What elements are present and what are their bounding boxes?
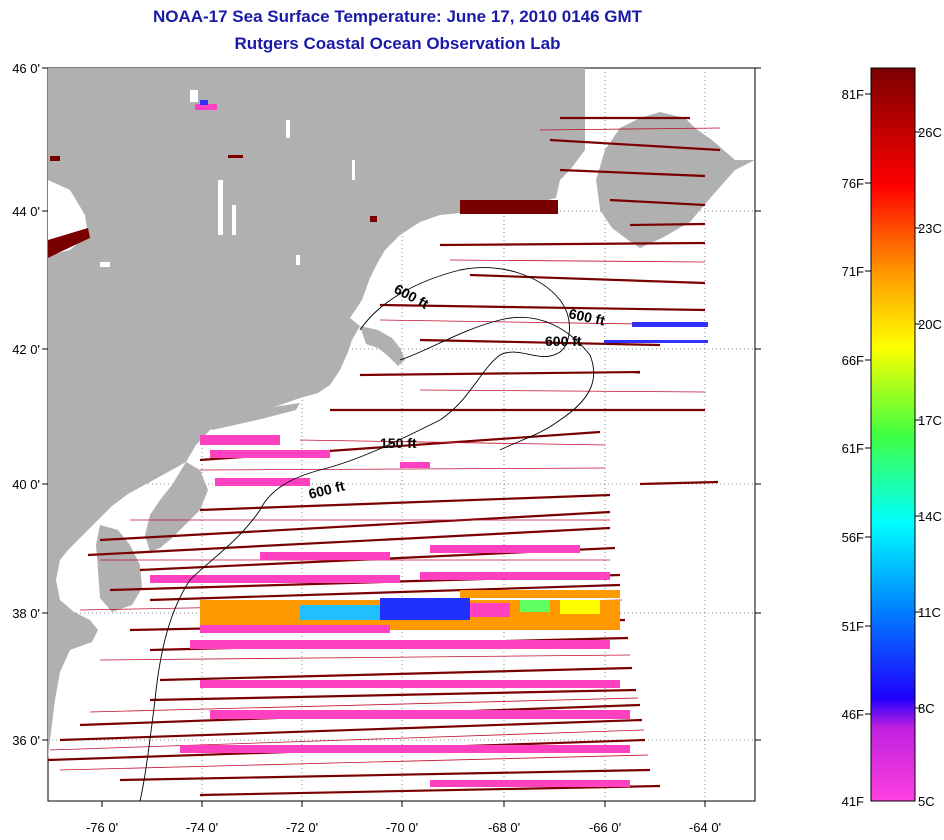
- contour-label: 600 ft: [567, 305, 606, 328]
- lat-tick-label: 36 0': [12, 733, 40, 748]
- latitude-labels: 46 0' 44 0' 42 0' 40 0' 38 0' 36 0': [12, 61, 40, 748]
- lon-tick-label: -66 0': [589, 820, 621, 835]
- north-america-land: [48, 68, 755, 760]
- cape-cod-land: [360, 326, 405, 366]
- lake-blue: [200, 100, 208, 105]
- saint-lawrence-warm: [48, 155, 377, 258]
- axis-ticks: [42, 67, 761, 807]
- colorbar-c-label: 11C: [918, 605, 941, 620]
- colorbar-f-label: 56F: [842, 530, 864, 545]
- map-title: NOAA-17 Sea Surface Temperature: June 17…: [152, 7, 643, 26]
- lake-magenta: [195, 104, 217, 110]
- lon-tick-label: -72 0': [286, 820, 318, 835]
- lat-tick-label: 40 0': [12, 477, 40, 492]
- sst-warm-band: [200, 590, 620, 633]
- colorbar-f-label: 41F: [842, 794, 864, 809]
- colorbar-c-label: 14C: [918, 509, 942, 524]
- colorbar-f-label: 76F: [842, 176, 864, 191]
- colorbar-f-label: 51F: [842, 619, 864, 634]
- colorbar-c-label: 5C: [918, 794, 935, 809]
- lat-tick-label: 46 0': [12, 61, 40, 76]
- contour-labels: 600 ft 600 ft 600 ft 150 ft 600 ft: [307, 281, 607, 502]
- sst-blue-strip: [632, 322, 708, 327]
- colorbar-c-label: 26C: [918, 125, 942, 140]
- new-jersey-land: [145, 462, 208, 552]
- lon-tick-label: -74 0': [186, 820, 218, 835]
- colorbar-f-label: 66F: [842, 353, 864, 368]
- lat-tick-label: 38 0': [12, 606, 40, 621]
- contour-label: 150 ft: [380, 435, 417, 451]
- lon-tick-label: -64 0': [689, 820, 721, 835]
- sst-blue-strip-2: [604, 340, 708, 343]
- lon-tick-label: -68 0': [488, 820, 520, 835]
- colorbar-f-label: 81F: [842, 87, 864, 102]
- lon-tick-label: -76 0': [86, 820, 118, 835]
- colorbar-c-label: 17C: [918, 413, 942, 428]
- colorbar-f-label: 46F: [842, 707, 864, 722]
- colorbar-c-label: 23C: [918, 221, 942, 236]
- bathymetry-contours: [139, 267, 595, 801]
- map-subtitle: Rutgers Coastal Ocean Observation Lab: [234, 34, 561, 53]
- lon-tick-label: -70 0': [386, 820, 418, 835]
- contour-label: 600 ft: [545, 333, 582, 349]
- colorbar-c-label: 20C: [918, 317, 942, 332]
- long-island-land: [210, 403, 300, 430]
- colorbar-c-label: 8C: [918, 701, 935, 716]
- temperature-colorbar: 81F 76F 71F 66F 61F 56F 51F 46F 41F 26C …: [842, 67, 942, 809]
- lat-tick-label: 44 0': [12, 204, 40, 219]
- longitude-labels: -76 0' -74 0' -72 0' -70 0' -68 0' -66 0…: [86, 820, 721, 835]
- colorbar-gradient: [870, 67, 916, 802]
- colorbar-f-label: 61F: [842, 441, 864, 456]
- gulf-warm-block: [460, 200, 558, 214]
- colorbar-f-label: 71F: [842, 264, 864, 279]
- sst-cold-bands: [150, 435, 630, 787]
- lat-tick-label: 42 0': [12, 342, 40, 357]
- bay-of-fundy: [556, 180, 600, 210]
